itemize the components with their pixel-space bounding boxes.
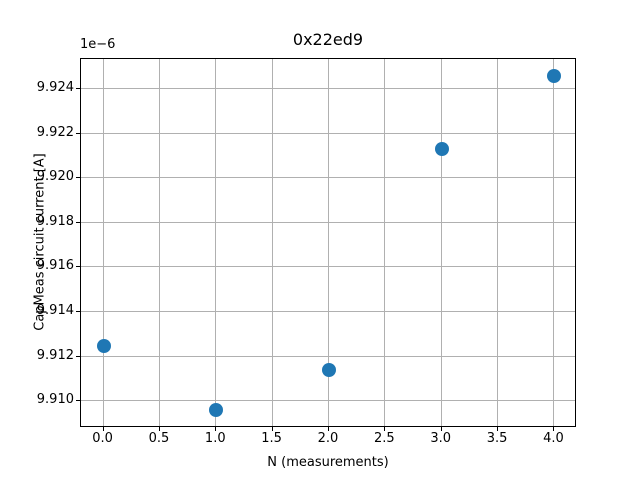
y-tick-mark (76, 221, 80, 223)
chart-title: 0x22ed9 (292, 30, 364, 49)
data-point (434, 142, 449, 157)
x-tick-label: 3.0 (430, 431, 452, 446)
y-gridline (81, 132, 575, 134)
x-gridline (384, 59, 386, 426)
x-gridline (497, 59, 499, 426)
y-gridline (81, 221, 575, 223)
y-tick-label: 9.916 (36, 258, 74, 274)
plot-area (80, 58, 576, 427)
y-tick-mark (76, 132, 80, 134)
x-axis-label: N (measurements) (267, 455, 389, 470)
data-point (547, 68, 562, 83)
data-point (209, 403, 224, 418)
x-gridline (271, 59, 273, 426)
y-gridline (81, 266, 575, 268)
y-tick-mark (76, 88, 80, 90)
x-tick-label: 1.5 (261, 431, 282, 446)
y-tick-label: 9.914 (36, 303, 74, 319)
x-tick-label: 0.5 (148, 431, 170, 446)
x-tick-label: 4.0 (543, 431, 564, 446)
y-tick-label: 9.920 (36, 169, 74, 185)
y-tick-label: 9.918 (36, 213, 74, 229)
y-gridline (81, 400, 575, 402)
y-gridline (81, 88, 575, 90)
y-gridline (81, 311, 575, 313)
x-gridline (158, 59, 160, 426)
x-gridline (328, 59, 329, 426)
data-point (96, 338, 111, 353)
x-tick-mark (440, 427, 442, 431)
y-tick-mark (76, 355, 80, 357)
y-axis-offset-label: 1e−6 (80, 37, 116, 52)
y-tick-mark (76, 177, 80, 179)
x-gridline (215, 59, 217, 426)
x-tick-mark (384, 427, 386, 431)
x-gridline (553, 59, 555, 426)
y-tick-label: 9.922 (36, 124, 74, 140)
y-tick-mark (76, 400, 80, 402)
x-tick-label: 2.0 (317, 431, 339, 446)
x-tick-mark (271, 427, 273, 431)
x-gridline (102, 59, 104, 426)
x-tick-mark (328, 427, 329, 431)
x-tick-mark (158, 427, 160, 431)
data-point (322, 363, 336, 378)
x-tick-mark (215, 427, 217, 431)
y-tick-label: 9.912 (36, 347, 74, 363)
x-tick-label: 0.0 (92, 431, 113, 446)
x-tick-mark (102, 427, 104, 431)
x-tick-label: 3.5 (486, 431, 508, 446)
x-tick-mark (497, 427, 499, 431)
y-tick-mark (76, 266, 80, 268)
y-tick-label: 9.910 (36, 392, 74, 408)
x-tick-mark (553, 427, 555, 431)
y-tick-mark (76, 311, 80, 313)
y-tick-label: 9.924 (36, 80, 74, 96)
x-gridline (440, 59, 442, 426)
y-gridline (81, 177, 575, 179)
x-tick-label: 2.5 (374, 431, 395, 446)
x-tick-label: 1.0 (204, 431, 226, 446)
y-gridline (81, 355, 575, 357)
